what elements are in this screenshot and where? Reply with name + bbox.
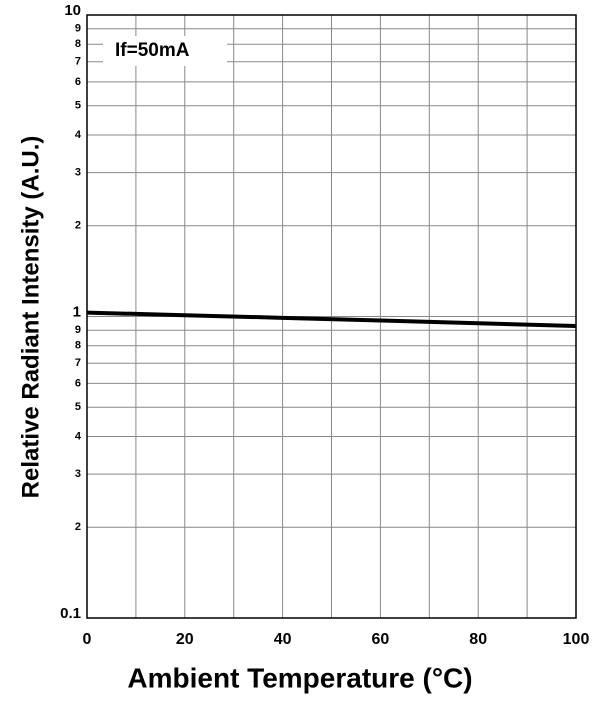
y-axis-label: Relative Radiant Intensity (A.U.) (17, 136, 44, 499)
y-tick-label: 5 (75, 401, 81, 413)
y-tick-label: 2 (75, 220, 81, 232)
y-tick-label: 6 (75, 377, 81, 389)
y-tick-label: 1 (73, 303, 81, 320)
data-line (86, 310, 577, 329)
y-tick-label: 5 (75, 100, 81, 112)
y-tick-label: 7 (75, 56, 81, 68)
y-tick-label: 10 (64, 2, 81, 19)
plot-frame (86, 14, 577, 619)
x-tick-label: 20 (176, 631, 194, 648)
y-tick-label: 6 (75, 76, 81, 88)
y-tick-label: 3 (75, 167, 81, 179)
y-tick-label: 9 (75, 324, 81, 336)
y-tick-label: 4 (75, 129, 82, 141)
y-tick-label: 8 (75, 340, 81, 352)
x-axis-label: Ambient Temperature (°C) (127, 662, 472, 693)
x-tick-label: 0 (83, 631, 92, 648)
y-tick-label: 9 (75, 23, 81, 35)
y-tick-label: 7 (75, 357, 81, 369)
y-tick-label: 3 (75, 468, 81, 480)
y-tick-label: 8 (75, 38, 81, 50)
x-tick-label: 40 (274, 631, 292, 648)
annotation: If=50mA (115, 40, 190, 61)
x-tick-label: 80 (469, 631, 487, 648)
annotation-box (103, 36, 227, 66)
x-tick-label: 100 (563, 631, 590, 648)
x-tick-label: 60 (372, 631, 390, 648)
y-tick-label: 0.1 (60, 605, 81, 622)
y-tick-label: 4 (75, 430, 82, 442)
y-tick-label: 2 (75, 521, 81, 533)
